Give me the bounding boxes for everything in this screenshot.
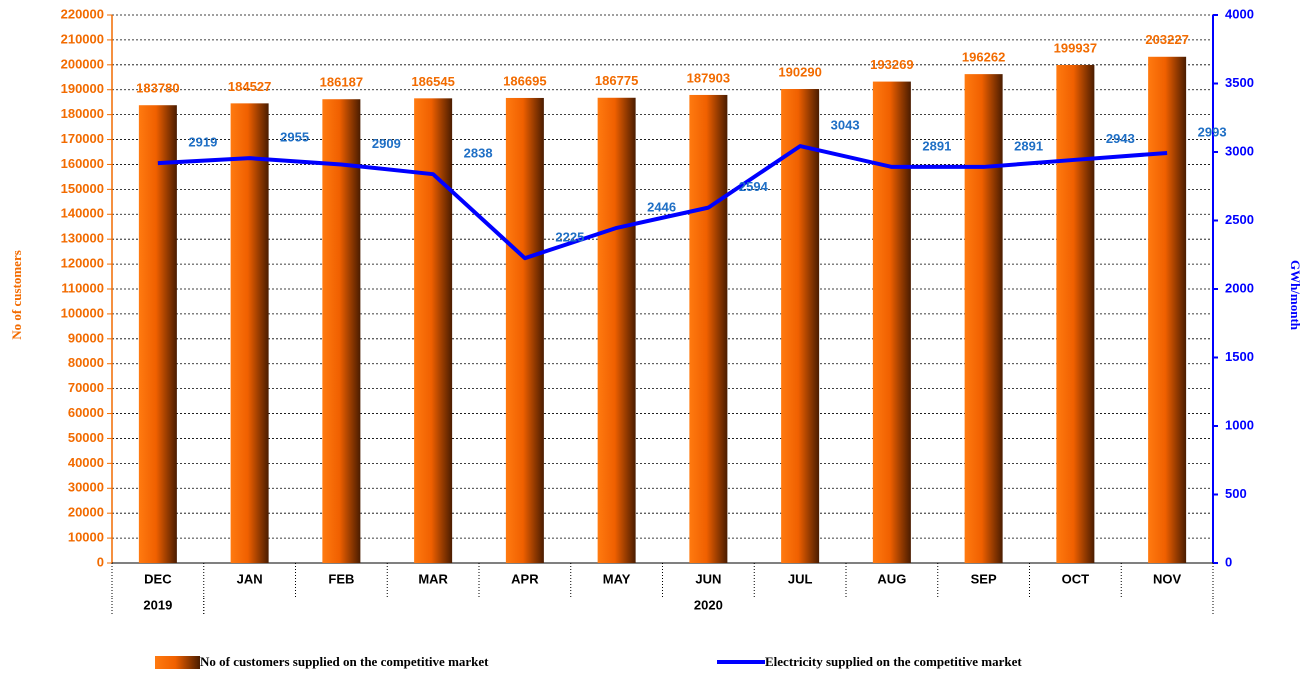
x-tick-label: SEP [971,571,997,586]
y2-tick-label: 2500 [1225,212,1254,227]
bar-value-label: 186545 [411,74,454,89]
y-tick-label: 100000 [61,305,104,320]
line-value-label: 2891 [922,138,951,153]
y-tick-label: 190000 [61,81,104,96]
bar-value-label: 184527 [228,79,271,94]
bar [1148,56,1187,563]
x-tick-label: JUN [695,571,721,586]
x-tick-label: APR [511,571,539,586]
line-value-label: 2891 [1014,138,1043,153]
line-value-label: 2955 [280,130,309,145]
line-value-label: 2225 [555,230,584,245]
bar [138,105,177,563]
bar-value-label: 187903 [687,70,730,85]
y-tick-label: 200000 [61,56,104,71]
line-value-label: 2943 [1106,131,1135,146]
line-value-label: 2993 [1198,124,1227,139]
y-tick-label: 170000 [61,131,104,146]
y-tick-label: 210000 [61,31,104,46]
y2-tick-label: 1500 [1225,349,1254,364]
y-tick-label: 220000 [61,6,104,21]
x-tick-label: MAR [418,571,448,586]
legend-swatch [155,656,200,669]
y-tick-label: 0 [97,554,104,569]
line-value-label: 2446 [647,199,676,214]
line-value-label: 2909 [372,136,401,151]
y-tick-label: 70000 [68,380,104,395]
y-tick-label: 140000 [61,206,104,221]
x-tick-label: NOV [1153,571,1182,586]
bar-value-label: 190290 [778,64,821,79]
group-label: 2019 [143,597,172,612]
bar [230,103,269,563]
x-tick-label: AUG [877,571,906,586]
x-tick-label: OCT [1062,571,1090,586]
y-tick-label: 160000 [61,156,104,171]
line [157,144,1168,261]
legend-label: Electricity supplied on the competitive … [765,654,1022,669]
line-value-label: 3043 [831,118,860,133]
y2-tick-label: 0 [1225,554,1232,569]
bar-value-label: 203227 [1145,32,1188,47]
y-tick-label: 150000 [61,181,104,196]
y-tick-label: 30000 [68,480,104,495]
bar [1056,64,1095,564]
bar [689,94,728,563]
y-tick-label: 60000 [68,405,104,420]
bar [872,81,911,564]
bar-value-label: 196262 [962,50,1005,65]
y2-tick-label: 3000 [1225,143,1254,158]
y-tick-label: 130000 [61,231,104,246]
x-tick-label: JUL [788,571,813,586]
y-tick-label: 50000 [68,430,104,445]
bar-value-label: 193269 [870,57,913,72]
x-tick-label: DEC [144,571,172,586]
bar [414,98,453,563]
y2-tick-label: 3500 [1225,75,1254,90]
line-value-label: 2919 [188,135,217,150]
bar [781,89,820,563]
bar-value-label: 186695 [503,73,546,88]
y-tick-label: 40000 [68,455,104,470]
y-tick-label: 80000 [68,355,104,370]
bar-value-label: 186187 [320,75,363,90]
legend-label: No of customers supplied on the competit… [200,654,489,669]
y-axis-label: No of customers [9,250,24,340]
y2-axis-label: GWh/month [1288,260,1303,331]
y-tick-label: 10000 [68,530,104,545]
bar-value-label: 199937 [1054,40,1097,55]
bar [964,74,1003,563]
y-tick-label: 20000 [68,505,104,520]
bar [505,97,544,564]
group-label: 2020 [694,597,723,612]
y-tick-label: 90000 [68,330,104,345]
x-tick-label: FEB [328,571,354,586]
y2-tick-label: 500 [1225,486,1247,501]
y-tick-label: 120000 [61,256,104,271]
bar-value-label: 186775 [595,73,638,88]
bar [322,99,361,564]
line-value-label: 2594 [739,179,769,194]
y2-tick-label: 1000 [1225,417,1254,432]
y2-tick-label: 4000 [1225,6,1254,21]
line-value-label: 2838 [464,146,493,161]
y-tick-label: 110000 [61,280,104,295]
x-tick-label: JAN [237,571,263,586]
y2-tick-label: 2000 [1225,280,1254,295]
bar [597,97,636,564]
bar-value-label: 183780 [136,81,179,96]
y-tick-label: 180000 [61,106,104,121]
x-tick-label: MAY [603,571,631,586]
